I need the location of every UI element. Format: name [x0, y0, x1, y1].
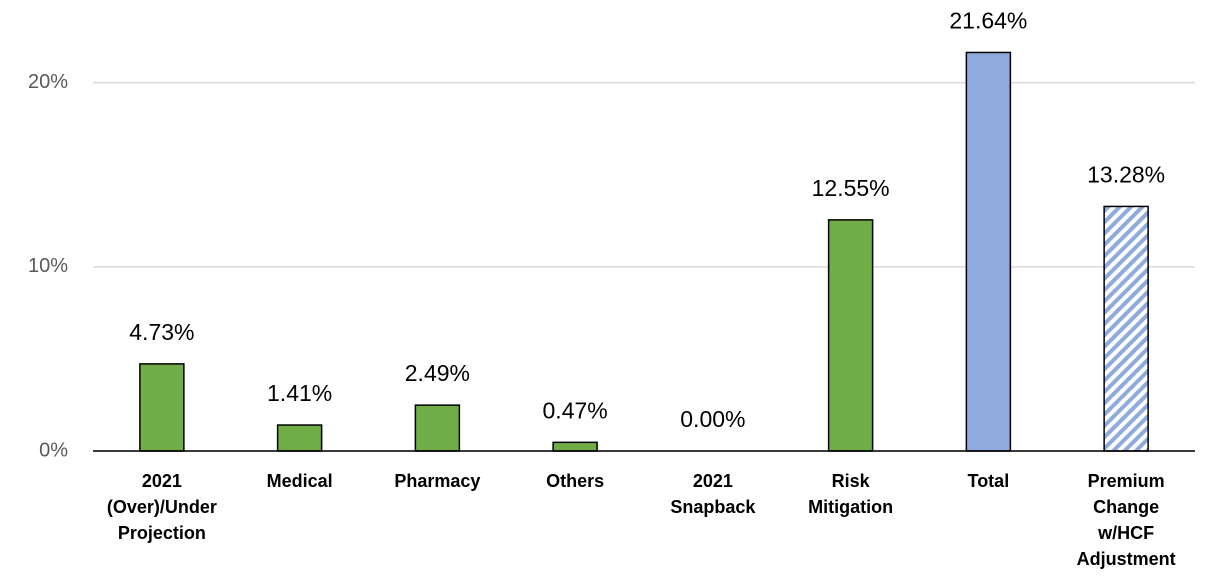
x-tick-label: Total	[968, 471, 1010, 491]
data-label: 1.41%	[267, 380, 332, 406]
x-tick-label-line: Snapback	[670, 497, 756, 517]
x-tick-label-line: Pharmacy	[394, 471, 480, 491]
x-tick-label-line: Others	[546, 471, 604, 491]
x-tick-label-line: 2021	[142, 471, 182, 491]
x-tick-label-line: Adjustment	[1077, 549, 1176, 569]
x-tick-label-line: Total	[968, 471, 1010, 491]
data-label: 12.55%	[812, 175, 890, 201]
x-tick-label-line: (Over)/Under	[107, 497, 217, 517]
x-tick-label: Risk Mitigation	[808, 471, 893, 517]
x-tick-label-line: Projection	[118, 523, 206, 543]
data-label: 2.49%	[405, 360, 470, 386]
bar	[414, 404, 461, 452]
data-label: 0.47%	[543, 397, 608, 423]
bar	[965, 51, 1012, 452]
x-tick-label: Pharmacy	[394, 471, 480, 491]
x-tick-label: Others	[546, 471, 604, 491]
x-tick-label: 2021 (Over)/Under Projection	[107, 471, 217, 543]
bar	[827, 219, 874, 452]
data-label: 0.00%	[680, 406, 745, 432]
x-tick-label-line: Premium	[1088, 471, 1165, 491]
y-tick-label: 10%	[28, 255, 68, 277]
x-tick-label: Premium Change w/HCF Adjustment	[1077, 471, 1176, 569]
data-label: 4.73%	[129, 319, 194, 345]
y-tick-label: 0%	[39, 439, 68, 461]
y-tick-label: 20%	[28, 71, 68, 93]
bar	[276, 424, 323, 452]
x-tick-label-line: Risk	[832, 471, 871, 491]
x-tick-label-line: 2021	[693, 471, 733, 491]
x-tick-label-line: Change	[1093, 497, 1159, 517]
x-tick-label-line: w/HCF	[1097, 523, 1154, 543]
bar	[139, 363, 185, 452]
x-tick-label-line: Medical	[267, 471, 333, 491]
bar	[552, 441, 598, 452]
data-label: 13.28%	[1087, 162, 1165, 188]
x-tick-label-line: Mitigation	[808, 497, 893, 517]
x-tick-label: Medical	[267, 471, 333, 491]
x-tick-label: 2021 Snapback	[670, 471, 756, 517]
data-label: 21.64%	[949, 8, 1027, 34]
bar	[1103, 205, 1149, 452]
